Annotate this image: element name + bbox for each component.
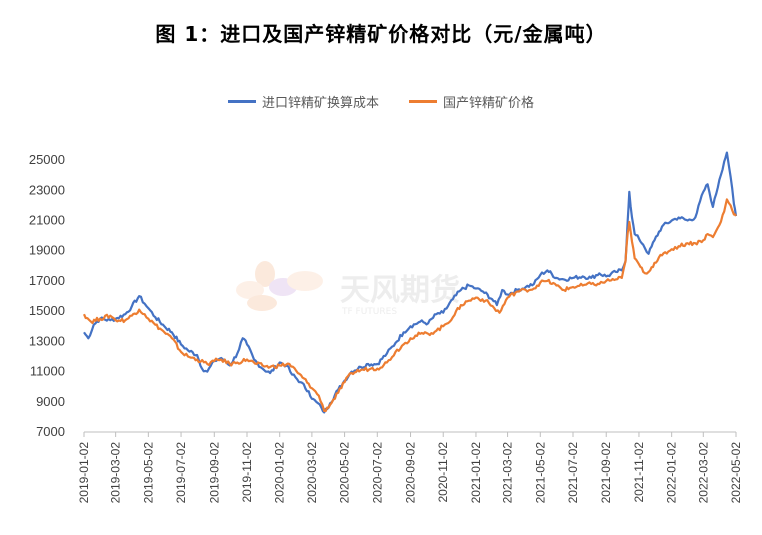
- x-tick-label: 2020-05-02: [338, 442, 352, 504]
- watermark-subtext: TF FUTURES: [341, 307, 397, 317]
- series-line-domestic: [82, 198, 737, 413]
- y-tick-label: 9000: [36, 394, 65, 409]
- x-tick-label: 2019-01-02: [77, 442, 91, 504]
- y-axis: 7000 9000 11000 13000 15000 17000 19000 21000 23…: [29, 152, 65, 439]
- legend: 进口锌精矿换算成本 国产锌精矿价格: [0, 92, 762, 111]
- legend-swatch-import: [227, 100, 256, 103]
- y-tick-label: 17000: [29, 273, 65, 288]
- y-tick-label: 13000: [29, 333, 65, 348]
- x-tick-label: 2019-09-02: [207, 442, 221, 504]
- watermark-logo: 天风期货 TF FUTURES: [236, 261, 460, 317]
- legend-item-import: 进口锌精矿换算成本: [227, 92, 379, 111]
- x-tick-label: 2020-03-02: [305, 442, 319, 504]
- chart-title: 图 1：进口及国产锌精矿价格对比（元/金属吨）: [155, 22, 607, 46]
- legend-item-domestic: 国产锌精矿价格: [409, 92, 534, 111]
- x-tick-label: 2021-09-02: [599, 442, 613, 504]
- x-tick-label: 2019-07-02: [174, 442, 188, 504]
- x-tick-label: 2022-05-02: [729, 442, 743, 504]
- x-tick-label: 2019-11-02: [240, 442, 254, 503]
- x-tick-label: 2021-03-02: [501, 442, 515, 504]
- x-tick-label: 2021-01-02: [469, 442, 483, 504]
- watermark-text: 天风期货: [340, 273, 460, 308]
- watermark-petal: [287, 271, 323, 291]
- x-tick-label: 2020-07-02: [370, 442, 384, 504]
- watermark-petal: [247, 295, 277, 311]
- y-tick-label: 21000: [29, 213, 65, 228]
- x-tick-label: 2020-11-02: [436, 442, 450, 503]
- x-tick-label: 2021-05-02: [533, 442, 547, 504]
- x-tick-label: 2021-11-02: [632, 442, 646, 503]
- legend-label-import: 进口锌精矿换算成本: [261, 96, 379, 111]
- x-tick-label: 2019-05-02: [141, 442, 155, 504]
- x-tick-label: 2021-07-02: [566, 442, 580, 504]
- x-tick-label: 2020-09-02: [404, 442, 418, 504]
- y-tick-label: 7000: [36, 424, 65, 439]
- series-lines: [82, 151, 738, 414]
- y-tick-label: 15000: [29, 303, 65, 318]
- x-axis: 2019-01-02 2019-03-02 2019-05-02 2019-07-02…: [77, 431, 743, 504]
- watermark-petal: [269, 278, 297, 296]
- y-tick-label: 19000: [29, 243, 65, 258]
- legend-label-domestic: 国产锌精矿价格: [443, 96, 535, 111]
- y-tick-label: 25000: [29, 152, 65, 167]
- legend-swatch-domestic: [409, 100, 437, 103]
- x-tick-label: 2019-03-02: [109, 442, 123, 504]
- watermark-petal: [255, 261, 275, 287]
- watermark-petal: [236, 281, 264, 299]
- x-tick-label: 2022-03-02: [696, 442, 710, 504]
- x-tick-label: 2020-01-02: [273, 442, 287, 504]
- y-tick-label: 11000: [30, 364, 65, 379]
- x-tick-label: 2022-01-02: [665, 442, 679, 504]
- series-line-import: [83, 151, 738, 414]
- y-tick-label: 23000: [29, 182, 65, 197]
